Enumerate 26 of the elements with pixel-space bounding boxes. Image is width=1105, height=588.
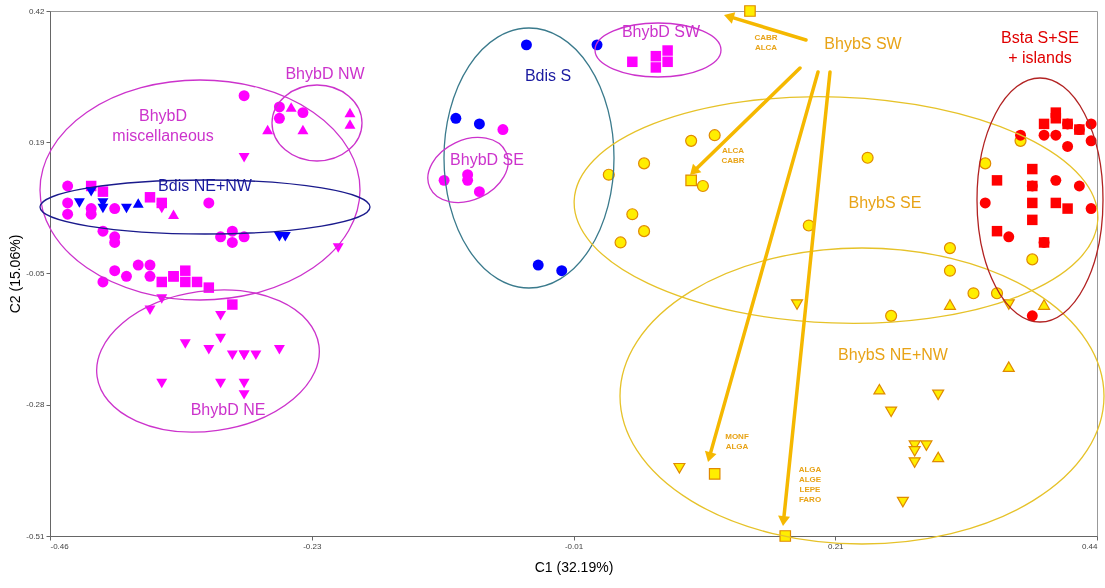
annotation: ALCA CABR xyxy=(721,146,745,165)
annotation: BhybS SE xyxy=(848,194,922,211)
annotation: CABR ALCA xyxy=(754,33,778,52)
y-tick-label: 0.19 xyxy=(28,137,46,147)
annotation: BhybD NW xyxy=(285,65,366,82)
annotation: BhybD NE xyxy=(190,401,266,418)
y-tick-label: -0.28 xyxy=(26,400,46,410)
annotation: ALGA ALGE LEPE FARO xyxy=(798,465,822,504)
x-tick-label: -0.01 xyxy=(564,541,584,551)
y-tick-label: -0.51 xyxy=(26,531,46,541)
y-tick-label: 0.42 xyxy=(28,6,46,16)
annotation: Bdis S xyxy=(524,67,572,84)
x-axis-title: C1 (32.19%) xyxy=(534,558,614,575)
annotation: BhybS NE+NW xyxy=(838,346,949,363)
x-tick-label: 0.21 xyxy=(827,541,845,551)
y-axis-title: C2 (15.06%) xyxy=(7,234,24,314)
annotation: BhybS SW xyxy=(824,35,903,52)
x-tick-label: -0.46 xyxy=(50,541,70,551)
x-tick-label: -0.23 xyxy=(303,541,322,551)
annotation: BhybD miscellaneous xyxy=(112,107,214,144)
annotation: BhybD SW xyxy=(621,23,702,40)
annotation: Bdis NE+NW xyxy=(158,177,253,194)
x-tick-label: 0.44 xyxy=(1081,541,1099,551)
annotation: MONF ALGA xyxy=(725,432,749,451)
annotation: Bsta S+SE + islands xyxy=(1001,29,1079,66)
y-tick-label: -0.05 xyxy=(26,269,46,278)
